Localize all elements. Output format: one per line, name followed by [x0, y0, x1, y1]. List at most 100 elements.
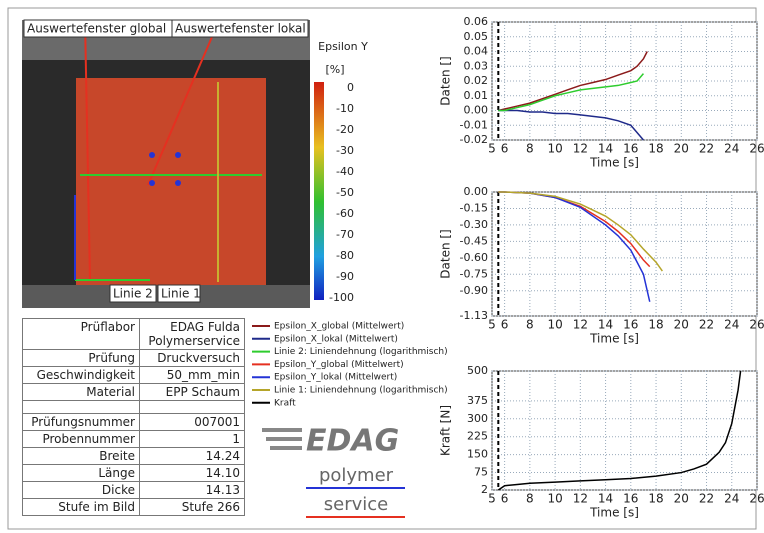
logo-bar	[262, 428, 302, 432]
x-tick-label: 14	[598, 318, 613, 332]
colorbar	[314, 82, 324, 300]
y-tick-label: 150	[467, 448, 488, 461]
series-line	[497, 370, 742, 491]
colorbar-title: Epsilon Y	[318, 40, 368, 53]
x-tick-label: 12	[573, 142, 588, 156]
x-tick-label: 8	[526, 318, 534, 332]
table-label: Breite	[22, 447, 140, 465]
cell	[22, 400, 140, 414]
legend-label: Kraft	[274, 398, 296, 408]
table-label: Probennummer	[22, 430, 140, 448]
table-row: Länge 14.10	[22, 464, 245, 482]
y-tick-label: -0.02	[460, 133, 488, 146]
x-tick-label: 10	[547, 318, 562, 332]
image-label-box	[157, 284, 201, 303]
y-tick-label: 2	[481, 483, 488, 496]
x-tick-label: 24	[724, 318, 739, 332]
window-line	[84, 19, 91, 281]
y-tick-label: 225	[467, 430, 488, 443]
y-tick-label: -0.01	[460, 118, 488, 131]
image-label: Linie 1	[161, 287, 201, 301]
series-line	[498, 109, 644, 141]
x-tick-label: 18	[648, 492, 663, 506]
y-tick-label: 0.00	[464, 185, 489, 198]
x-tick-label: 22	[699, 492, 714, 506]
x-tick-label: 8	[526, 492, 534, 506]
x-tick-label: 20	[674, 318, 689, 332]
y-tick-label: 0.03	[464, 59, 489, 72]
colorbar-tick-label: -20	[336, 123, 354, 136]
y-tick-label: -0.90	[460, 284, 488, 297]
logo-bar	[270, 446, 302, 450]
point	[175, 152, 181, 158]
legend-label: Epsilon_X_lokal (Mittelwert)	[274, 334, 398, 344]
x-tick-label: 5	[488, 492, 496, 506]
logo-brand: EDAG	[306, 424, 399, 459]
x-tick-label: 16	[623, 318, 638, 332]
table-value: 1	[139, 430, 245, 448]
table-row: Stufe im Bild Stufe 266	[22, 498, 245, 516]
y-tick-label: -0.60	[460, 251, 488, 264]
x-tick-label: 5	[488, 318, 496, 332]
logo: EDAG polymer service	[262, 424, 405, 518]
colorbar-tick-label: -60	[336, 207, 354, 220]
image-label: Auswertefenster lokal	[175, 22, 306, 36]
table-spacer	[22, 400, 245, 414]
plot-area	[491, 191, 758, 317]
image-label-box	[109, 284, 157, 303]
table-label: Länge	[22, 464, 140, 482]
legend-label: Epsilon_X_global (Mittelwert)	[274, 322, 404, 332]
window-line	[147, 29, 216, 186]
logo-line1: polymer	[319, 465, 394, 486]
table-row: Prüflabor EDAG Fulda Polymerservice	[22, 318, 245, 350]
legend-label: Epsilon_Y_lokal (Mittelwert)	[274, 373, 397, 383]
table-value: EPP Schaum	[139, 383, 245, 401]
y-axis-label: Daten []	[439, 56, 453, 105]
x-tick-label: 6	[501, 318, 509, 332]
x-axis-label: Time [s]	[589, 506, 639, 520]
x-tick-label: 26	[749, 492, 764, 506]
table-label: Geschwindigkeit	[22, 366, 140, 384]
x-axis-label: Time [s]	[589, 156, 639, 170]
table-value: 14.10	[139, 464, 245, 482]
x-tick-label: 18	[648, 142, 663, 156]
x-tick-label: 16	[623, 142, 638, 156]
x-tick-label: 16	[623, 492, 638, 506]
table-value: Stufe 266	[139, 498, 245, 516]
image-label: Auswertefenster global	[27, 22, 166, 36]
info-table: Prüflabor EDAG Fulda Polymerservice Prüfun…	[22, 318, 245, 516]
y-tick-label: -0.30	[460, 218, 488, 231]
table-row: Dicke 14.13	[22, 481, 245, 499]
x-tick-label: 10	[547, 492, 562, 506]
table-value: 007001	[139, 413, 245, 431]
y-tick-label: -1.13	[460, 309, 488, 322]
y-tick-label: -0.45	[460, 234, 488, 247]
y-tick-label: 0.05	[464, 30, 489, 43]
y-tick-label: 500	[467, 364, 488, 377]
x-axis-label: Time [s]	[589, 332, 639, 346]
x-tick-label: 14	[598, 142, 613, 156]
strain-field	[76, 78, 266, 285]
point	[175, 180, 181, 186]
colorbar-tick-label: -30	[336, 144, 354, 157]
legend-label: Linie 1: Liniendehnung (logarithmisch)	[274, 386, 448, 396]
y-tick-label: 375	[467, 394, 488, 407]
colorbar-unit: [%]	[325, 63, 344, 76]
table-label: Dicke	[22, 481, 140, 499]
x-tick-label: 20	[674, 142, 689, 156]
colorbar-tick-label: -70	[336, 228, 354, 241]
table-label: Stufe im Bild	[22, 498, 140, 516]
x-tick-label: 12	[573, 318, 588, 332]
table-label: Prüfung	[22, 349, 140, 367]
y-axis-label: Kraft [N]	[439, 405, 453, 456]
x-tick-label: 22	[699, 318, 714, 332]
x-tick-label: 20	[674, 492, 689, 506]
y-tick-label: -0.15	[460, 201, 488, 214]
table-row: Probennummer 1	[22, 430, 245, 448]
colorbar-tick-label: -90	[336, 270, 354, 283]
colorbar-tick-label: -40	[336, 165, 354, 178]
y-tick-label: 0.04	[464, 45, 489, 58]
table-label: Prüfungsnummer	[22, 413, 140, 431]
logo-bar	[266, 437, 302, 441]
